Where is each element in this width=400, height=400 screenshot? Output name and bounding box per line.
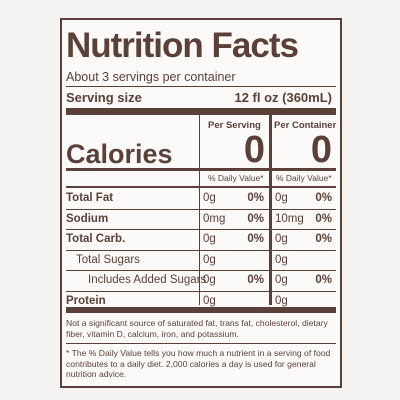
amount: 0g [203,274,216,286]
amount: 0g [275,192,288,204]
row-divider [66,270,336,271]
divider [66,168,336,171]
nutrient-label: Total Carb. [66,233,126,245]
daily-value: 0% [247,233,264,245]
column-header: Per Container [274,120,337,131]
daily-value: 0% [315,233,332,245]
dv-header: % Daily Value* [276,173,332,183]
amount: 0g [275,274,288,286]
divider [66,186,336,188]
daily-value: 0% [315,212,332,225]
serving-size-value: 12 fl oz (360mL) [234,90,332,105]
daily-value: 0% [247,274,264,286]
row-divider [66,229,336,230]
row-divider [66,208,336,210]
title: Nutrition Facts [66,26,299,65]
divider [66,86,336,87]
column-divider [199,115,200,305]
calories-value: 0 [310,129,332,171]
row-divider [66,249,336,251]
amount: 0mg [203,212,226,225]
footnote: Not a significant source of saturated fa… [66,318,328,339]
amount: 10mg [275,212,304,225]
nutrition-label: Nutrition Facts About 3 servings per con… [60,18,342,388]
column-header: Per Serving [208,120,261,131]
column-divider [269,115,272,305]
amount: 0g [203,233,216,245]
nutrient-label: Total Fat [66,192,114,204]
amount: 0g [275,233,288,245]
amount: 0g [203,253,216,266]
divider [66,343,336,344]
thick-divider [66,108,336,115]
amount: 0g [275,253,288,266]
nutrient-label: Total Sugars [76,253,140,266]
daily-value: 0% [247,192,264,204]
servings: About 3 servings per container [66,70,236,84]
daily-value: 0% [247,212,264,225]
dv-header: % Daily Value* [208,173,264,183]
row-divider [66,290,336,292]
calories-value: 0 [243,129,265,171]
thick-divider [66,307,336,313]
calories-label: Calories [66,139,173,169]
footnote: * The % Daily Value tells you how much a… [66,348,331,380]
nutrient-label: Sodium [66,212,109,225]
nutrient-label: Protein [66,294,106,307]
serving-size-label: Serving size [66,90,142,105]
nutrient-label: Includes Added Sugars [88,274,207,286]
daily-value: 0% [315,192,332,204]
daily-value: 0% [315,274,332,286]
amount: 0g [203,192,216,204]
amount: 0g [275,294,288,307]
amount: 0g [203,294,216,307]
